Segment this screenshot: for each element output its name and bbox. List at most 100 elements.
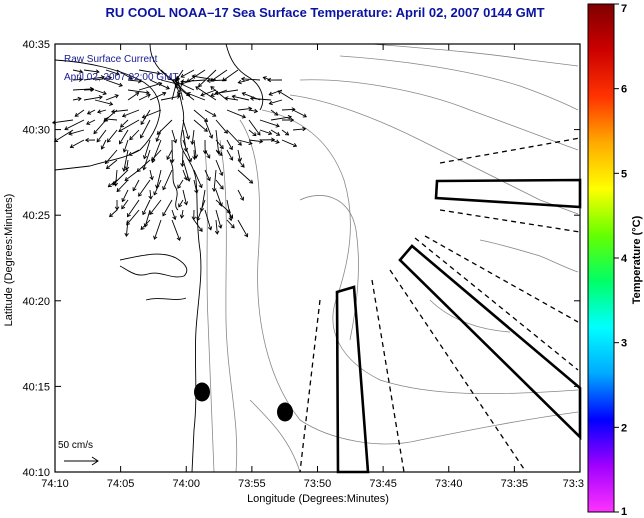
current-vector <box>200 89 217 97</box>
current-vector <box>259 119 280 128</box>
plot-area <box>55 44 580 472</box>
current-vector <box>215 209 223 229</box>
current-vector <box>166 149 173 160</box>
current-vector <box>72 96 82 102</box>
current-vector <box>226 139 233 151</box>
current-vector <box>105 159 118 170</box>
current-vector <box>142 199 151 216</box>
current-vector <box>171 78 195 91</box>
x-axis-ticks: 74:10 74:05 74:00 73:55 73:50 73:45 73:40 73:35… <box>41 44 584 490</box>
map-title: RU COOL NOAA–17 Sea Surface Temperature:… <box>105 5 544 20</box>
y-axis-label: Latitude (Degrees:Minutes) <box>3 194 15 327</box>
current-vector <box>96 129 107 143</box>
current-vector <box>292 109 308 118</box>
current-vector <box>110 109 129 114</box>
current-vector <box>281 107 296 112</box>
scale-arrow <box>64 456 99 466</box>
current-vector <box>237 139 253 146</box>
current-vector <box>127 78 143 84</box>
x-tick-label: 74:10 <box>41 478 69 490</box>
current-vector <box>248 119 261 136</box>
current-vector <box>104 116 118 122</box>
current-vector <box>248 108 259 114</box>
current-vector <box>180 69 195 78</box>
current-vector <box>215 189 223 207</box>
y-tick-label: 40:25 <box>22 210 50 222</box>
current-vector <box>138 81 163 91</box>
current-vector <box>105 79 123 87</box>
current-label: Raw Surface Current <box>64 54 158 65</box>
current-vector <box>193 219 203 232</box>
current-vector <box>215 139 224 150</box>
current-vector <box>240 76 261 82</box>
y-tick-label: 40:35 <box>22 39 50 51</box>
current-vector <box>281 139 298 148</box>
x-tick-label: 73:3 <box>563 478 584 490</box>
current-vector <box>170 139 175 164</box>
x-axis-label: Longitude (Degrees:Minutes) <box>247 493 389 505</box>
colorbar <box>587 3 615 513</box>
current-vector <box>182 119 191 140</box>
current-vector <box>268 99 283 106</box>
current-vector <box>109 209 118 218</box>
current-vector <box>142 139 151 160</box>
current-vector <box>270 114 293 121</box>
current-vector <box>204 169 211 182</box>
current-vector <box>224 96 239 101</box>
current-vector <box>193 169 203 189</box>
current-vector <box>204 109 217 117</box>
current-vector <box>149 79 170 90</box>
current-vector <box>138 69 161 76</box>
current-vector <box>180 79 206 84</box>
current-vector <box>86 109 96 115</box>
current-vector <box>171 129 178 144</box>
current-vector <box>94 75 113 81</box>
colorbar-tick-label: 3 <box>621 338 627 350</box>
current-vector <box>83 69 100 74</box>
current-vector <box>114 199 120 211</box>
current-vector <box>141 109 162 119</box>
current-vector <box>122 149 129 172</box>
current-vector <box>196 199 206 222</box>
current-vector <box>83 75 105 81</box>
x-tick-label: 73:45 <box>369 478 397 490</box>
current-vector <box>248 129 257 137</box>
current-vector <box>179 209 185 219</box>
current-vector <box>138 179 151 197</box>
current-vector <box>74 109 85 117</box>
current-vector <box>119 129 129 145</box>
colorbar-tick-label: 1 <box>621 506 627 518</box>
current-vector <box>72 69 84 74</box>
current-vector <box>237 219 249 238</box>
current-vector <box>221 69 239 82</box>
current-vector <box>193 119 208 132</box>
current-vector <box>149 91 167 101</box>
current-vector <box>149 169 154 181</box>
current-vector <box>94 99 114 106</box>
current-vector <box>210 86 228 101</box>
colorbar-tick-label: 4 <box>621 253 628 265</box>
current-vector <box>226 219 235 229</box>
x-tick-label: 74:05 <box>107 478 135 490</box>
bathymetry-contours <box>204 43 579 473</box>
current-vector <box>175 75 184 101</box>
current-vector <box>149 199 162 216</box>
current-vector <box>277 90 294 101</box>
current-vector <box>86 119 96 125</box>
buoy-marker-1 <box>194 382 210 402</box>
current-vector <box>120 119 129 128</box>
current-vector <box>259 129 273 136</box>
current-vector <box>190 129 195 146</box>
current-vector <box>178 199 184 208</box>
current-vector <box>160 69 173 81</box>
current-vector <box>215 159 224 177</box>
current-vector <box>237 149 243 162</box>
current-vector <box>83 95 103 101</box>
current-vector <box>64 119 85 131</box>
current-vector <box>212 169 217 193</box>
y-tick-label: 40:15 <box>22 381 50 393</box>
current-vector <box>162 169 173 191</box>
current-vector <box>226 129 242 146</box>
y-tick-label: 40:20 <box>22 296 50 308</box>
